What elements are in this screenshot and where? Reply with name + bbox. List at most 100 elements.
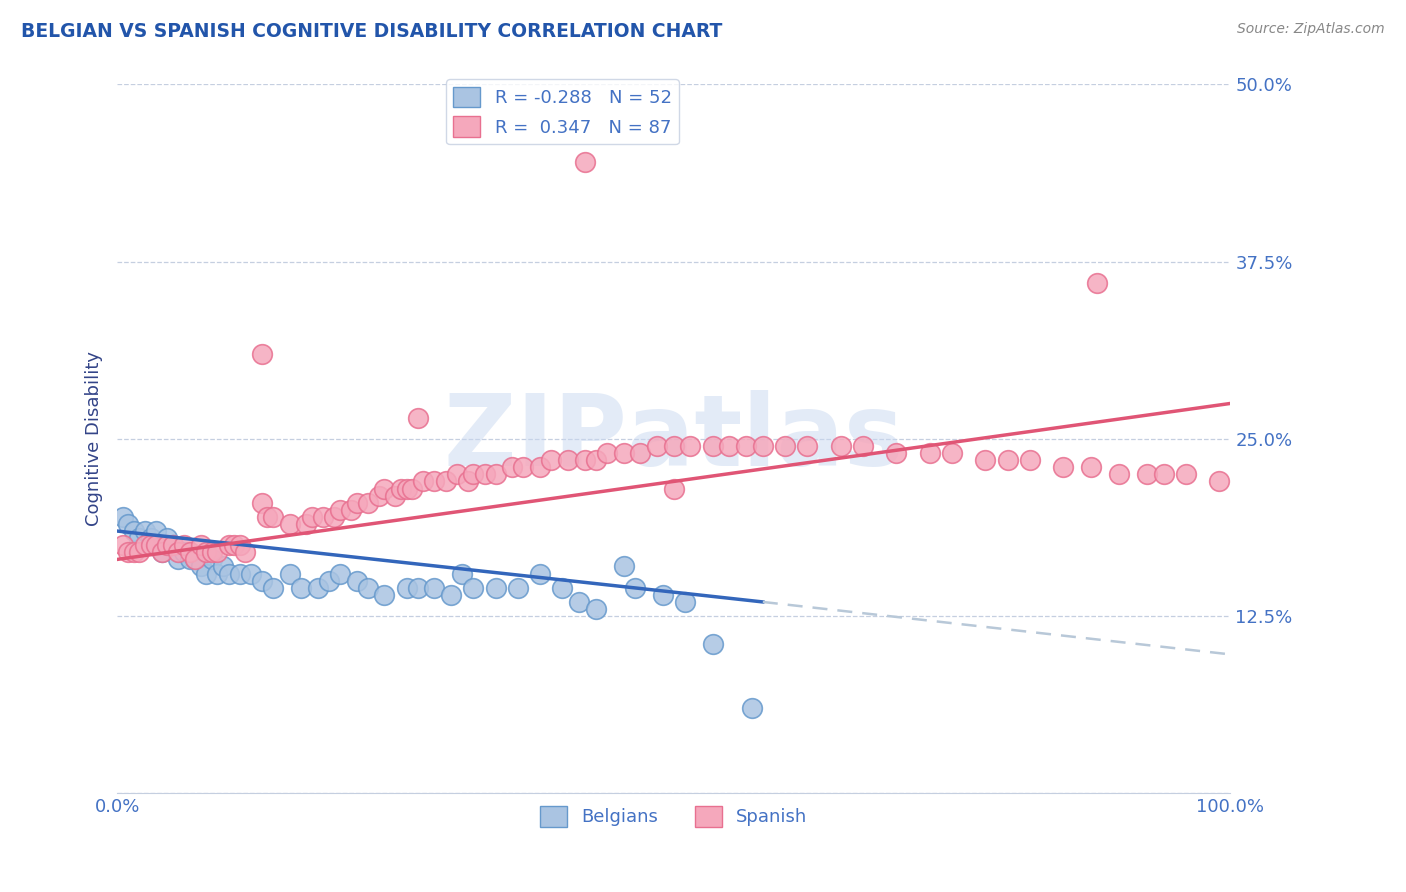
Point xyxy=(389,482,412,496)
Point xyxy=(278,516,301,531)
Point xyxy=(406,581,429,595)
Point xyxy=(540,453,562,467)
Point xyxy=(250,496,273,510)
Point xyxy=(329,566,352,581)
Point xyxy=(373,482,395,496)
Point xyxy=(228,566,250,581)
Point xyxy=(218,538,240,552)
Point xyxy=(485,581,508,595)
Y-axis label: Cognitive Disability: Cognitive Disability xyxy=(86,351,103,526)
Point xyxy=(702,439,724,453)
Point xyxy=(485,467,508,482)
Point xyxy=(773,439,796,453)
Point xyxy=(128,545,150,559)
Point xyxy=(150,545,173,559)
Point xyxy=(134,524,156,538)
Point xyxy=(628,446,651,460)
Point xyxy=(278,566,301,581)
Point xyxy=(356,581,378,595)
Point xyxy=(222,538,245,552)
Point xyxy=(886,446,908,460)
Point xyxy=(574,453,596,467)
Point xyxy=(212,559,235,574)
Point xyxy=(463,467,485,482)
Point xyxy=(623,581,645,595)
Point xyxy=(167,545,190,559)
Point xyxy=(752,439,775,453)
Point xyxy=(195,545,218,559)
Point xyxy=(918,446,941,460)
Point xyxy=(307,581,329,595)
Point xyxy=(156,538,179,552)
Point xyxy=(1080,460,1102,475)
Point xyxy=(446,467,468,482)
Point xyxy=(145,524,167,538)
Point xyxy=(830,439,852,453)
Point xyxy=(735,439,758,453)
Point xyxy=(423,475,446,489)
Point xyxy=(585,602,607,616)
Legend: Belgians, Spanish: Belgians, Spanish xyxy=(533,798,814,834)
Point xyxy=(150,545,173,559)
Point xyxy=(111,509,134,524)
Point xyxy=(117,545,139,559)
Point xyxy=(173,545,195,559)
Point xyxy=(585,453,607,467)
Point xyxy=(613,559,636,574)
Point xyxy=(574,155,596,169)
Point xyxy=(262,581,284,595)
Point xyxy=(117,516,139,531)
Point xyxy=(250,574,273,588)
Point xyxy=(367,489,389,503)
Point xyxy=(557,453,579,467)
Point xyxy=(162,538,184,552)
Point xyxy=(111,538,134,552)
Point xyxy=(173,538,195,552)
Point xyxy=(150,538,173,552)
Point xyxy=(167,552,190,566)
Point xyxy=(796,439,818,453)
Point xyxy=(346,496,368,510)
Point xyxy=(201,552,224,566)
Point xyxy=(974,453,997,467)
Text: Source: ZipAtlas.com: Source: ZipAtlas.com xyxy=(1237,22,1385,37)
Point xyxy=(673,595,696,609)
Point xyxy=(451,566,474,581)
Point xyxy=(201,545,224,559)
Point xyxy=(529,566,551,581)
Point xyxy=(651,588,673,602)
Point xyxy=(134,538,156,552)
Point xyxy=(568,595,591,609)
Point xyxy=(474,467,496,482)
Point xyxy=(1174,467,1197,482)
Point xyxy=(139,538,162,552)
Point xyxy=(501,460,523,475)
Point xyxy=(167,545,190,559)
Point xyxy=(395,581,418,595)
Point xyxy=(679,439,702,453)
Point xyxy=(662,482,685,496)
Point xyxy=(184,552,207,566)
Point xyxy=(941,446,963,460)
Point xyxy=(179,545,201,559)
Point xyxy=(356,496,378,510)
Point xyxy=(233,545,256,559)
Text: BELGIAN VS SPANISH COGNITIVE DISABILITY CORRELATION CHART: BELGIAN VS SPANISH COGNITIVE DISABILITY … xyxy=(21,22,723,41)
Point xyxy=(512,460,534,475)
Point xyxy=(596,446,619,460)
Point xyxy=(1208,475,1230,489)
Point xyxy=(463,581,485,595)
Point xyxy=(228,538,250,552)
Point xyxy=(423,581,446,595)
Point xyxy=(250,347,273,361)
Point xyxy=(207,566,229,581)
Point xyxy=(346,574,368,588)
Point xyxy=(1153,467,1175,482)
Point xyxy=(395,482,418,496)
Point xyxy=(645,439,668,453)
Point xyxy=(312,509,335,524)
Point xyxy=(156,531,179,545)
Point xyxy=(256,509,278,524)
Point xyxy=(613,446,636,460)
Point xyxy=(207,545,229,559)
